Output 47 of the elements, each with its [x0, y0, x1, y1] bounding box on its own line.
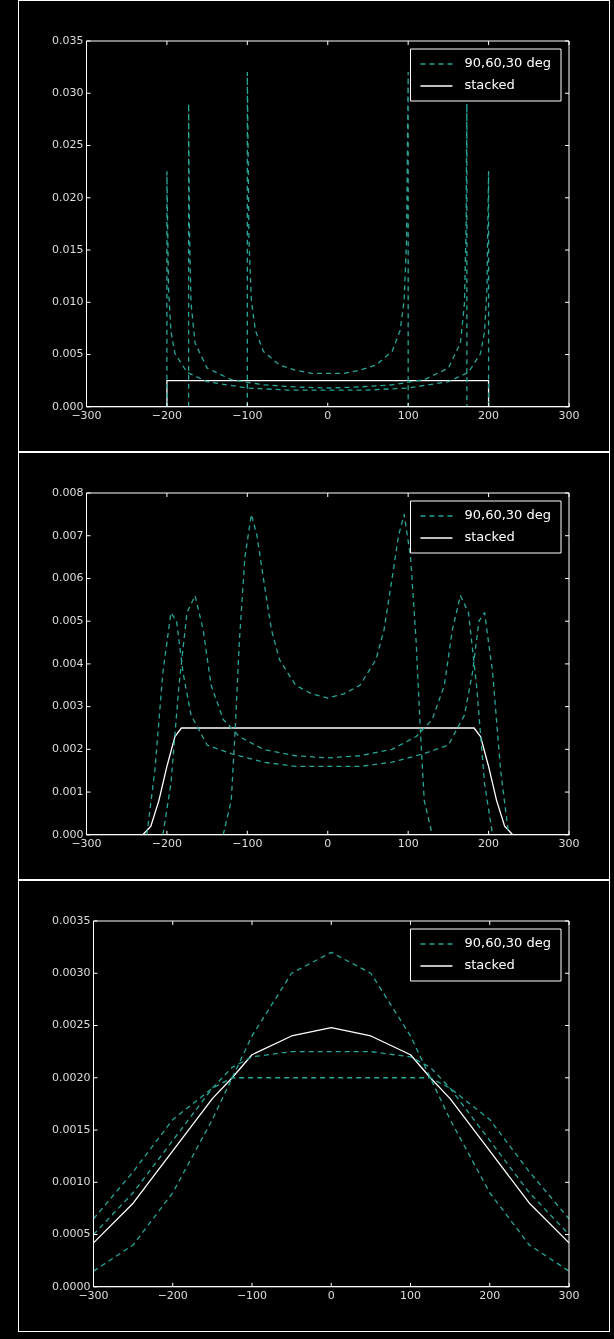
y-tick-label: 0.003 — [51, 699, 84, 713]
x-tick-label: 200 — [479, 1289, 501, 1303]
y-tick-label: 0.010 — [51, 295, 84, 309]
x-tick-label: 0 — [324, 837, 332, 851]
x-tick-label: 100 — [397, 837, 419, 851]
legend-label: stacked — [464, 77, 515, 93]
y-tick-label: 0.0010 — [51, 1175, 91, 1189]
y-tick-label: 0.005 — [51, 347, 84, 361]
y-tick-label: 0.0025 — [51, 1018, 91, 1032]
x-tick-label: 300 — [558, 837, 580, 851]
x-tick-label: −200 — [157, 1289, 188, 1303]
y-tick-label: 0.006 — [51, 571, 84, 585]
y-tick-label: 0.015 — [51, 242, 84, 256]
y-tick-label: 0.002 — [51, 742, 84, 756]
x-tick-label: 300 — [558, 1289, 580, 1303]
x-tick-label: 0 — [324, 409, 332, 423]
x-tick-label: −200 — [151, 409, 183, 423]
x-tick-label: 200 — [478, 409, 500, 423]
y-tick-label: 0.007 — [51, 528, 84, 542]
y-tick-label: 0.030 — [51, 86, 84, 100]
y-tick-label: 0.004 — [51, 656, 84, 670]
legend-label: 90,60,30 deg — [464, 935, 552, 951]
x-tick-label: −100 — [232, 409, 263, 423]
x-tick-label: −200 — [151, 837, 183, 851]
x-tick-label: −100 — [236, 1289, 268, 1303]
y-tick-label: 0.0005 — [51, 1227, 91, 1241]
y-tick-label: 0.008 — [51, 485, 84, 499]
x-tick-label: −100 — [232, 837, 263, 851]
legend-label: 90,60,30 deg — [464, 55, 552, 71]
x-tick-label: 0 — [327, 1289, 335, 1303]
y-tick-label: 0.0020 — [51, 1070, 91, 1084]
y-tick-label: 0.020 — [51, 190, 84, 204]
legend-label: stacked — [464, 957, 515, 973]
line-series — [93, 951, 569, 1272]
y-tick-label: 0.0015 — [51, 1122, 91, 1136]
x-tick-label: 300 — [558, 409, 580, 423]
y-tick-label: 0.025 — [51, 138, 84, 152]
y-tick-label: 0.035 — [51, 33, 84, 47]
x-tick-label: 200 — [478, 837, 500, 851]
legend-label: 90,60,30 deg — [464, 507, 552, 523]
legend-label: stacked — [464, 529, 515, 545]
x-tick-label: 100 — [400, 1289, 421, 1303]
y-tick-label: 0.0035 — [51, 913, 91, 927]
y-tick-label: 0.0030 — [51, 966, 91, 980]
y-tick-label: 0.005 — [51, 614, 84, 628]
x-tick-label: 100 — [397, 409, 419, 423]
y-tick-label: 0.001 — [51, 784, 84, 798]
